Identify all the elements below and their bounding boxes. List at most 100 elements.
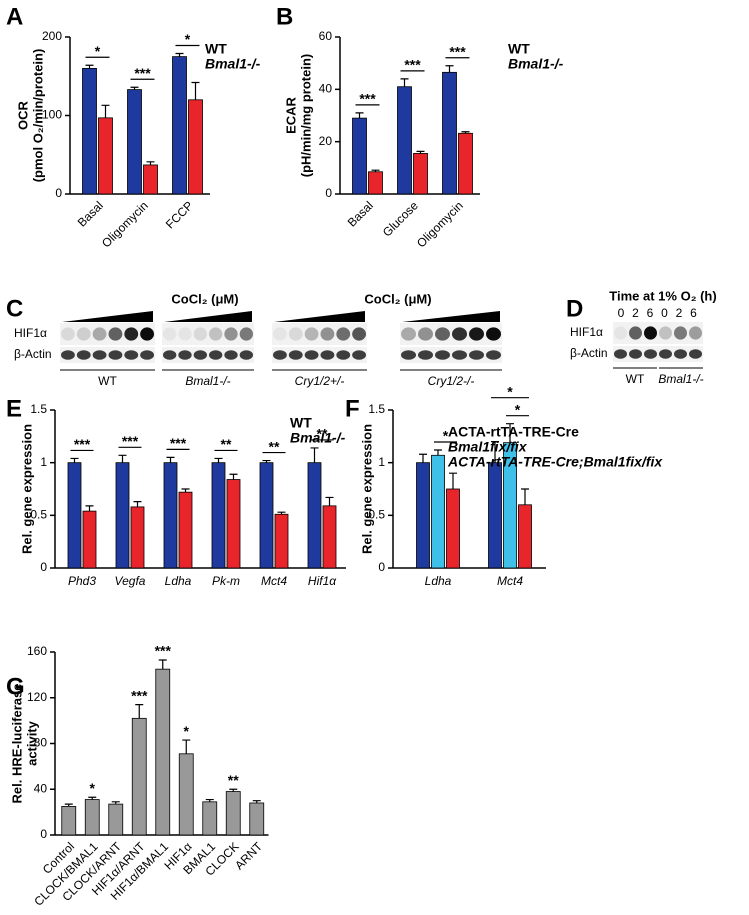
blot-band: [273, 350, 287, 360]
bar: [188, 99, 203, 195]
blot-band: [163, 327, 177, 341]
error-bar: [133, 501, 142, 507]
x-tick-label: Oligomycin: [414, 198, 466, 250]
blot-band: [689, 326, 702, 340]
treatment-label: CoCl₂ (μM): [171, 291, 238, 306]
bar: [458, 132, 473, 195]
blot-band: [336, 327, 351, 341]
bar: [130, 506, 145, 569]
significance: *: [184, 723, 190, 739]
blot-band: [674, 349, 687, 359]
blot-band: [140, 350, 154, 360]
blot-band: [352, 350, 367, 360]
bar: [307, 462, 322, 569]
lane-label: 0: [618, 306, 625, 320]
error-bar: [88, 796, 97, 800]
blot-band: [320, 327, 335, 341]
bar: [442, 71, 457, 195]
bar: [416, 462, 430, 569]
lane-label: 2: [676, 306, 683, 320]
bar: [163, 462, 178, 569]
x-tick-label: Phd3: [68, 574, 96, 588]
blot-band: [76, 327, 91, 341]
bar: [413, 153, 428, 195]
x-tick-label: Ldha: [165, 574, 192, 588]
blot-band: [163, 350, 177, 360]
panel-label: B: [276, 3, 293, 30]
bar: [274, 513, 289, 569]
y-tick-label: 100: [42, 108, 62, 122]
significance: ***: [449, 43, 466, 59]
row-label: β-Actin: [14, 347, 52, 361]
row-label: HIF1α: [14, 326, 47, 340]
legend-label: ACTA-rtTA-TRE-Cre;Bmal1fix/fix: [447, 454, 663, 470]
bar: [249, 802, 265, 836]
bar: [127, 89, 142, 195]
x-tick-label: Basal: [75, 198, 106, 229]
dose-wedge: [402, 311, 500, 322]
significance: **: [269, 438, 280, 454]
blot-band: [60, 327, 75, 341]
blot-band: [435, 350, 450, 360]
bar: [98, 117, 113, 195]
y-tick-label: 0.5: [368, 508, 385, 522]
blot-band: [659, 326, 672, 340]
y-tick-label: 60: [319, 29, 333, 43]
x-tick-label: Vegfa: [115, 574, 146, 588]
legend-label: ACTA-rtTA-TRE-Cre: [448, 424, 579, 440]
blot-band: [209, 327, 223, 341]
x-tick-label: Mct4: [261, 574, 287, 588]
group-label: WT: [626, 372, 645, 386]
error-bar: [506, 423, 514, 443]
blot-band: [140, 327, 154, 341]
blot-band: [644, 326, 657, 340]
blot-band: [288, 327, 303, 341]
y-tick-label: 0: [40, 827, 47, 841]
blot-band: [60, 350, 75, 360]
bar: [155, 668, 171, 836]
bar: [259, 462, 274, 569]
blot-band: [288, 350, 303, 360]
blot-band: [193, 327, 207, 341]
bar: [202, 801, 218, 836]
bar: [115, 462, 130, 569]
significance: ***: [74, 436, 91, 452]
error-bar: [461, 131, 470, 134]
treatment-label: Time at 1% O₂ (h): [609, 288, 716, 303]
error-bar: [130, 86, 139, 90]
blot-band: [418, 327, 433, 341]
dose-wedge: [62, 311, 153, 322]
y-tick-label: 200: [42, 29, 62, 43]
blot-band: [469, 350, 484, 360]
significance: ***: [134, 65, 151, 81]
lane-label: 2: [632, 306, 639, 320]
error-bar: [135, 704, 144, 719]
blot-band: [418, 350, 433, 360]
y-tick-label: 120: [27, 690, 47, 704]
blot-band: [239, 327, 253, 341]
error-bar: [262, 459, 271, 463]
x-tick-label: Basal: [345, 198, 376, 229]
error-bar: [191, 81, 200, 100]
blot-band: [614, 326, 627, 340]
blot-band: [644, 349, 657, 359]
significance: *: [515, 401, 521, 417]
error-bar: [521, 488, 529, 505]
error-bar: [64, 803, 73, 807]
error-bar: [416, 150, 425, 154]
blot-band: [452, 327, 467, 341]
x-tick-label: FCCP: [163, 198, 196, 231]
error-bar: [70, 457, 79, 463]
x-tick-label: ARNT: [232, 839, 265, 872]
blot-band: [124, 350, 139, 360]
y-tick-label: 0: [325, 186, 332, 200]
blot-band: [336, 350, 351, 360]
y-tick-label: 0: [55, 186, 62, 200]
blot-band: [629, 326, 642, 340]
row-label: HIF1α: [570, 325, 603, 339]
y-axis-label: (pmol O₂/min/protein): [30, 49, 45, 183]
error-bar: [277, 511, 286, 515]
y-axis-label: (pH/min/mg protein): [298, 54, 313, 178]
error-bar: [101, 104, 110, 118]
bar: [431, 454, 445, 569]
